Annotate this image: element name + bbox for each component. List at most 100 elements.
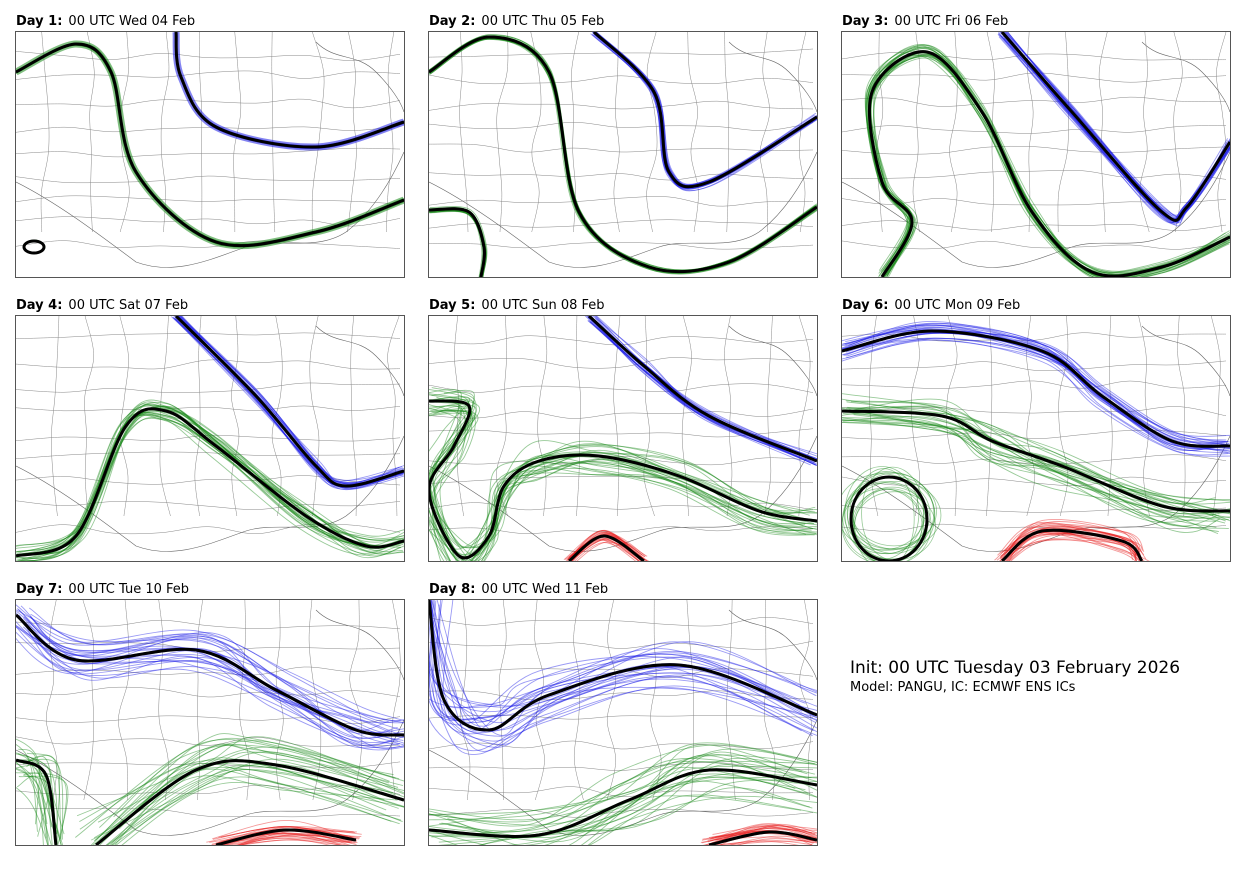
closed-contour-mean (24, 241, 44, 253)
map-day-8 (428, 599, 818, 846)
valid-time: 00 UTC Mon 09 Feb (894, 298, 1020, 313)
state-border (429, 144, 813, 152)
north-contour-member (177, 316, 403, 484)
state-border (798, 32, 806, 232)
state-border (16, 501, 400, 510)
day-label: Day 3: (842, 14, 888, 29)
closed-contour (842, 467, 941, 561)
state-border (16, 126, 400, 132)
panel-title-day-4: Day 4: 00 UTC Sat 07 Feb (16, 298, 188, 314)
north-contour-member (999, 33, 1229, 221)
north-contour-member (594, 32, 817, 187)
state-border (497, 32, 508, 232)
state-border (725, 32, 729, 232)
state-border (272, 32, 275, 232)
north-contour-member (175, 316, 404, 483)
north-contour-member (180, 319, 404, 488)
north-contour-member (176, 316, 404, 487)
north-contour-member (176, 33, 403, 148)
north-contour-member (176, 32, 404, 148)
state-border (429, 196, 813, 206)
coastline (1142, 326, 1230, 396)
state-border (118, 600, 129, 800)
north-contour-member (176, 32, 404, 146)
north-contour-member (843, 333, 1230, 454)
state-border (87, 32, 94, 232)
north-contour-member (593, 32, 817, 187)
state-border (842, 381, 1226, 389)
map-background (16, 32, 404, 267)
state-border (199, 32, 202, 232)
north-contour-mean (594, 32, 817, 187)
state-border (842, 170, 1226, 179)
state-border (429, 75, 813, 84)
north-contour-member (437, 605, 817, 745)
state-border (1059, 316, 1068, 516)
map-svg-day-2 (429, 32, 817, 277)
state-border (429, 122, 813, 130)
north-contour-member (590, 322, 817, 466)
state-border (312, 32, 324, 232)
map-svg-day-5 (429, 316, 817, 561)
north-contour-member (595, 34, 817, 191)
state-border (1058, 32, 1069, 232)
state-border (16, 808, 400, 816)
run-info: Init: 00 UTC Tuesday 03 February 2026 Mo… (850, 657, 1180, 696)
state-border (688, 32, 699, 232)
north-contour-member (590, 322, 814, 460)
north-contour-mean (176, 316, 404, 486)
map-day-3 (841, 31, 1231, 278)
hook-contour-member (431, 209, 486, 277)
valid-time: 00 UTC Wed 04 Feb (68, 14, 195, 29)
state-border (429, 641, 813, 649)
north-contour-member (176, 316, 402, 484)
panel-title-day-3: Day 3: 00 UTC Fri 06 Feb (842, 14, 1008, 30)
north-contour-member (595, 33, 817, 191)
north-contour-halo (589, 316, 817, 461)
map-day-6 (841, 315, 1231, 562)
north-contour-member (176, 33, 404, 148)
north-contour-member (594, 33, 817, 188)
north-contour-member (592, 32, 816, 187)
north-contour-member (175, 32, 404, 147)
coastline (16, 152, 404, 267)
state-border (231, 316, 239, 516)
state-border (16, 333, 400, 339)
north-contour-halo (176, 316, 404, 486)
state-border (429, 409, 813, 418)
state-border (16, 620, 400, 629)
north-contour-member (591, 316, 815, 461)
north-contour-member (590, 316, 814, 459)
north-contour-member (177, 318, 404, 483)
north-contour-member (175, 33, 404, 148)
south-contour-ensemble (564, 530, 649, 561)
north-contour-member (176, 32, 403, 147)
map-svg-day-3 (842, 32, 1230, 277)
state-border (429, 173, 813, 180)
north-contour-member (174, 316, 404, 480)
state-border (16, 452, 400, 459)
state-border (429, 384, 813, 393)
day-label: Day 8: (429, 582, 475, 597)
state-border (1216, 32, 1226, 232)
north-contour-member (178, 316, 403, 486)
north-contour-member (177, 316, 404, 484)
north-contour-halo (176, 32, 404, 147)
north-contour-member (174, 316, 404, 486)
coastline (729, 42, 817, 112)
north-contour-member (16, 619, 399, 744)
north-contour-ensemble (429, 600, 817, 755)
state-border (842, 126, 1226, 134)
state-border (429, 220, 813, 228)
north-contour-member (176, 33, 404, 147)
north-contour-mean (842, 331, 1230, 446)
north-contour-member (178, 317, 403, 484)
north-contour-member (176, 32, 404, 147)
panel-title-day-6: Day 6: 00 UTC Mon 09 Feb (842, 298, 1020, 314)
state-border (16, 176, 400, 183)
day-label: Day 1: (16, 14, 62, 29)
north-contour-member (594, 32, 814, 187)
north-contour-member (175, 32, 403, 147)
north-contour-member (592, 316, 817, 461)
map-day-7 (15, 599, 405, 846)
